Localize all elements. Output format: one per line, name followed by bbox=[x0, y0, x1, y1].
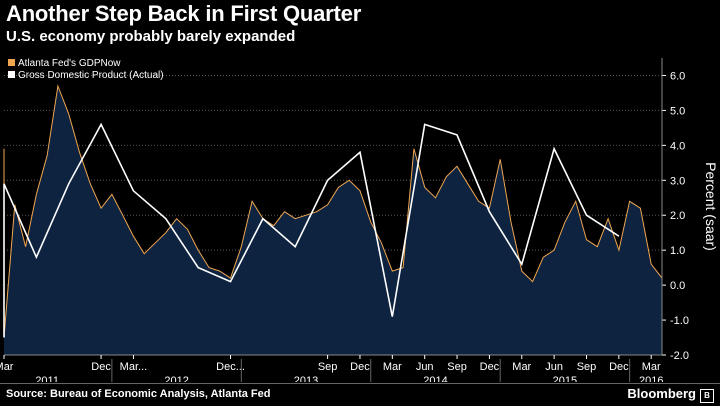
x-year-label: 2012 bbox=[164, 375, 188, 382]
y-tick-label: 3.0 bbox=[670, 175, 685, 187]
x-tick-label: Dec bbox=[91, 361, 111, 373]
footer: Source: Bureau of Economic Analysis, Atl… bbox=[0, 383, 720, 406]
x-tick-label: Dec bbox=[480, 361, 500, 373]
y-tick-label: 6.0 bbox=[670, 70, 685, 82]
y-axis: 6.0 5.0 4.0 3.0 2.0 1.0 0.0 -1.0 -2.0 bbox=[662, 58, 689, 362]
source-note: Source: Bureau of Economic Analysis, Atl… bbox=[6, 388, 270, 400]
x-year-label: 2013 bbox=[294, 375, 318, 382]
y-tick-label: -2.0 bbox=[670, 350, 689, 362]
x-year-label: 2016 bbox=[639, 375, 663, 382]
y-tick-label: 4.0 bbox=[670, 140, 685, 152]
x-tick-label: Mar bbox=[512, 361, 531, 373]
x-axis: Mar Dec Mar... Dec... Sep Dec Mar Jun Sep Dec Mar J… bbox=[0, 355, 663, 382]
legend-label-actual: Gross Domestic Product (Actual) bbox=[18, 70, 164, 81]
x-tick-label: Sep bbox=[318, 361, 338, 373]
x-tick-label: Jun bbox=[545, 361, 563, 373]
y-axis-label: Percent (saar) bbox=[703, 162, 719, 251]
x-tick-label: Dec bbox=[609, 361, 629, 373]
x-tick-label: Mar bbox=[0, 361, 14, 373]
chart-title: Another Step Back in First Quarter bbox=[6, 1, 361, 27]
x-tick-label: Dec... bbox=[216, 361, 245, 373]
y-tick-label: 5.0 bbox=[670, 105, 685, 117]
y-tick-label: 1.0 bbox=[670, 245, 685, 257]
x-tick-label: Jun bbox=[416, 361, 434, 373]
x-tick-label: Mar... bbox=[120, 361, 148, 373]
x-tick-label: Sep bbox=[447, 361, 467, 373]
x-year-label: 2014 bbox=[423, 375, 447, 382]
bloomberg-logo: Bloomberg bbox=[627, 386, 696, 401]
x-tick-label: Mar bbox=[642, 361, 661, 373]
y-tick-label: -1.0 bbox=[670, 315, 689, 327]
x-year-label: 2011 bbox=[35, 375, 59, 382]
x-tick-label: Sep bbox=[577, 361, 597, 373]
x-tick-label: Mar bbox=[383, 361, 402, 373]
legend-swatch-gdpnow bbox=[8, 59, 15, 66]
x-tick-label: Dec bbox=[350, 361, 370, 373]
chart-subtitle: U.S. economy probably barely expanded bbox=[6, 28, 295, 45]
bloomberg-mark-icon: B bbox=[700, 389, 714, 403]
x-year-label: 2015 bbox=[553, 375, 577, 382]
y-tick-label: 2.0 bbox=[670, 210, 685, 222]
y-tick-label: 0.0 bbox=[670, 280, 685, 292]
legend-label-gdpnow: Atlanta Fed's GDPNow bbox=[18, 58, 121, 69]
legend-swatch-actual bbox=[8, 71, 15, 78]
